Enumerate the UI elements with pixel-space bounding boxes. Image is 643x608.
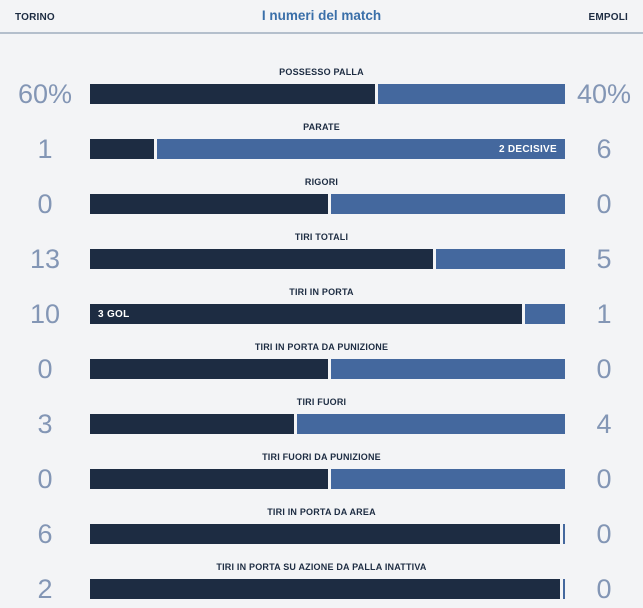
home-stat-value: 3 (37, 409, 53, 439)
home-stat-value: 6 (37, 519, 53, 549)
stat-row: TIRI IN PORTA DA AREA 6 0 (0, 506, 643, 561)
home-stat-value: 0 (37, 354, 53, 384)
away-bar-badge: 2 DECISIVE (498, 143, 557, 155)
stat-bar-line: 6 0 (0, 519, 643, 549)
home-bar-segment (90, 359, 328, 379)
stat-bar (90, 249, 565, 269)
stat-bar-line: 0 0 (0, 354, 643, 384)
stat-label: TIRI TOTALI (294, 232, 349, 242)
stat-bar (90, 359, 565, 379)
stats-list: POSSESSO PALLA 60% 40% PARATE 1 (0, 34, 643, 608)
stat-bar-line: 13 5 (0, 244, 643, 274)
home-bar-segment (90, 139, 155, 159)
home-bar-badge: 3 GOL (98, 308, 130, 320)
away-bar-segment (524, 304, 565, 324)
away-stat-value: 0 (596, 464, 612, 494)
away-stat-value: 0 (596, 354, 612, 384)
stat-bar-line: 2 0 (0, 574, 643, 604)
stat-row: RIGORI 0 0 (0, 176, 643, 231)
home-stat-value: 2 (37, 574, 53, 604)
stat-bar-line: 0 0 (0, 464, 643, 494)
away-stat-value: 0 (596, 574, 612, 604)
home-stat-value: 13 (29, 244, 61, 274)
stat-bar (90, 469, 565, 489)
home-bar-segment (90, 194, 328, 214)
home-bar-segment (90, 469, 328, 489)
stat-row: TIRI IN PORTA SU AZIONE DA PALLA INATTIV… (0, 561, 643, 608)
away-bar-segment (296, 414, 565, 434)
home-bar-segment (90, 249, 433, 269)
stat-bar-line: 10 3 GOL 1 (0, 299, 643, 329)
away-bar-segment (330, 194, 565, 214)
home-stat-value: 0 (37, 189, 53, 219)
away-stat-value: 5 (596, 244, 612, 274)
away-stat-value: 0 (596, 519, 612, 549)
stat-row: TIRI FUORI DA PUNIZIONE 0 0 (0, 451, 643, 506)
stat-row: TIRI TOTALI 13 5 (0, 231, 643, 286)
away-bar-segment (378, 84, 565, 104)
home-bar-segment (90, 579, 560, 599)
away-bar-segment (330, 469, 565, 489)
home-stat-value: 10 (29, 299, 61, 329)
away-stat-value: 6 (596, 134, 612, 164)
stat-row: TIRI IN PORTA 10 3 GOL 1 (0, 286, 643, 341)
away-bar-segment (562, 524, 565, 544)
stat-bar (90, 84, 565, 104)
home-stat-value: 0 (37, 464, 53, 494)
stat-bar-line: 3 4 (0, 409, 643, 439)
home-stat-value: 60% (17, 79, 73, 109)
panel-title: I numeri del match (261, 8, 382, 23)
home-bar-segment: 3 GOL (90, 304, 522, 324)
away-bar-segment (562, 579, 565, 599)
stat-bar (90, 579, 565, 599)
away-bar-segment (435, 249, 565, 269)
stat-bar-line: 0 0 (0, 189, 643, 219)
stat-bar (90, 194, 565, 214)
away-stat-value: 0 (596, 189, 612, 219)
stat-label: RIGORI (304, 177, 339, 187)
away-team-name: EMPOLI (588, 12, 628, 23)
stat-bar: 2 DECISIVE (90, 139, 565, 159)
away-stat-value: 1 (596, 299, 612, 329)
home-bar-segment (90, 84, 375, 104)
away-bar-segment: 2 DECISIVE (157, 139, 565, 159)
away-bar-segment (330, 359, 565, 379)
stat-bar-line: 60% 40% (0, 79, 643, 109)
home-bar-segment (90, 524, 560, 544)
away-stat-value: 40% (576, 79, 632, 109)
stat-label: TIRI IN PORTA DA PUNIZIONE (254, 342, 389, 352)
stat-label: TIRI FUORI DA PUNIZIONE (262, 452, 381, 462)
stat-label: PARATE (303, 122, 340, 132)
home-team-name: TORINO (15, 12, 55, 23)
stat-label: POSSESSO PALLA (279, 67, 364, 77)
stat-row: TIRI FUORI 3 4 (0, 396, 643, 451)
away-stat-value: 4 (596, 409, 612, 439)
stat-bar: 3 GOL (90, 304, 565, 324)
stat-row: PARATE 1 2 DECISIVE 6 (0, 121, 643, 176)
stat-bar-line: 1 2 DECISIVE 6 (0, 134, 643, 164)
stat-label: TIRI FUORI (296, 397, 347, 407)
stat-bar (90, 524, 565, 544)
panel-header: TORINO I numeri del match EMPOLI (0, 0, 643, 34)
stat-row: TIRI IN PORTA DA PUNIZIONE 0 0 (0, 341, 643, 396)
home-bar-segment (90, 414, 294, 434)
stat-label: TIRI IN PORTA DA AREA (267, 507, 376, 517)
stat-label: TIRI IN PORTA SU AZIONE DA PALLA INATTIV… (216, 562, 427, 572)
stat-label: TIRI IN PORTA (289, 287, 354, 297)
stat-bar (90, 414, 565, 434)
home-stat-value: 1 (37, 134, 53, 164)
stat-row: POSSESSO PALLA 60% 40% (0, 66, 643, 121)
